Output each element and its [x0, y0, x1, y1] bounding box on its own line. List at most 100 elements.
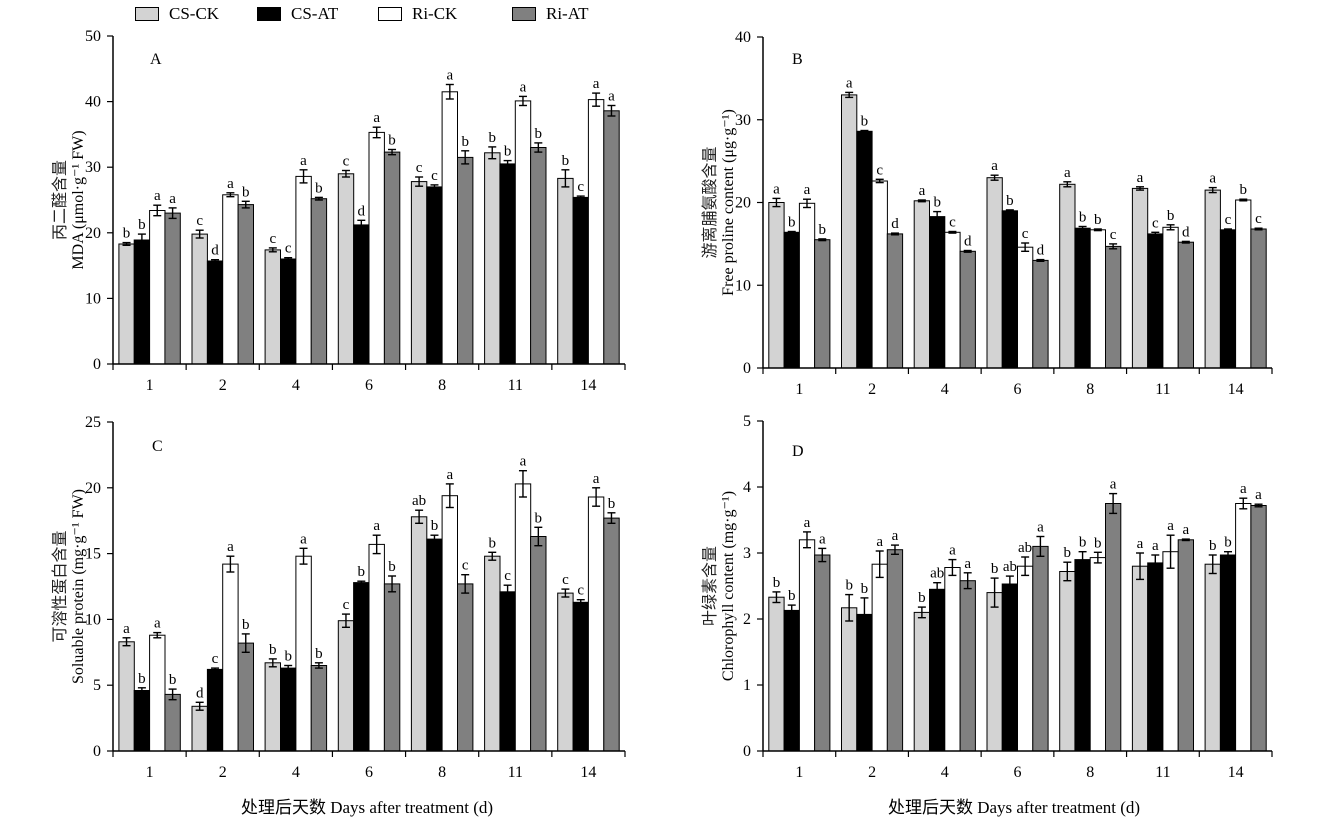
- sig-letter-c-cs-at-2: c: [212, 651, 219, 667]
- y-axis-title-en: Free proline content (μg·g⁻¹): [720, 109, 737, 296]
- sig-letter-d-ri-ck-2: a: [876, 534, 883, 550]
- bar-b-cs-at-1: [783, 231, 800, 369]
- bar-b-ri-ck-6: [1017, 246, 1034, 369]
- sig-letter-d-cs-ck-1: b: [773, 575, 781, 591]
- error-bar-a-ri-at-1: [168, 207, 177, 220]
- panel-label: B: [792, 51, 803, 68]
- bar-c-cs-at-6: [353, 582, 370, 752]
- bar-c-ri-ck-4: [295, 555, 312, 752]
- bar-d-cs-ck-2: [841, 607, 858, 752]
- bar-a-ri-at-4: [310, 198, 328, 365]
- error-bar-c-ri-at-11: [534, 526, 543, 547]
- bar-a-cs-at-8: [426, 186, 443, 365]
- error-bar-c-ri-ck-2: [226, 555, 235, 573]
- sig-letter-d-cs-ck-11: a: [1137, 536, 1144, 552]
- y-tick-label: 1: [743, 677, 751, 694]
- error-bar-b-ri-at-2: [890, 232, 899, 236]
- error-bar-a-cs-ck-8: [415, 176, 424, 187]
- legend-label-cs-ck: CS-CK: [169, 4, 220, 23]
- error-bar-a-cs-ck-4: [268, 247, 277, 253]
- error-bar-d-ri-at-1: [818, 547, 827, 563]
- x-tick-label-2: 2: [868, 381, 876, 398]
- sig-letter-b-ri-ck-6: c: [1022, 226, 1029, 242]
- bar-a-ri-at-6: [383, 151, 401, 365]
- error-bar-b-ri-ck-4: [948, 230, 957, 234]
- sig-letter-d-ri-at-8: a: [1110, 477, 1117, 493]
- bar-c-ri-at-1: [164, 693, 181, 752]
- x-tick-label-14: 14: [580, 764, 596, 781]
- x-tick-label-4: 4: [292, 377, 300, 394]
- error-bar-a-ri-at-6: [388, 148, 397, 156]
- sig-letter-c-ri-ck-14: a: [593, 471, 600, 487]
- error-bar-a-ri-ck-1: [153, 204, 162, 217]
- bar-a-ri-ck-6: [368, 131, 385, 365]
- bar-a-cs-ck-4: [264, 249, 282, 365]
- sig-letter-d-cs-ck-4: b: [918, 590, 926, 606]
- x-tick-label-14: 14: [580, 377, 596, 394]
- bar-d-ri-at-8: [1105, 503, 1122, 752]
- error-bar-d-cs-ck-4: [917, 606, 926, 619]
- error-bar-c-cs-ck-1: [122, 637, 131, 647]
- bar-c-cs-ck-14: [557, 592, 574, 752]
- sig-letter-a-cs-ck-6: c: [343, 154, 350, 170]
- sig-letter-d-ri-ck-1: a: [804, 515, 811, 531]
- sig-letter-c-ri-at-4: b: [315, 646, 323, 662]
- sig-letter-b-ri-at-6: d: [1037, 243, 1045, 259]
- y-tick-label: 20: [85, 480, 101, 497]
- error-bar-d-ri-at-4: [963, 572, 972, 590]
- legend-label-ri-ck: Ri-CK: [412, 4, 458, 23]
- error-bar-c-cs-at-4: [284, 664, 293, 672]
- y-tick-label: 0: [743, 743, 751, 760]
- bar-a-ri-at-1: [164, 212, 181, 365]
- sig-letter-c-ri-at-8: c: [462, 558, 469, 574]
- bar-a-cs-ck-14: [557, 177, 574, 365]
- sig-letter-b-cs-at-14: c: [1225, 212, 1232, 228]
- bar-c-cs-ck-4: [264, 662, 282, 752]
- error-bar-a-cs-ck-11: [488, 146, 497, 160]
- sig-letter-d-ri-ck-14: a: [1240, 481, 1247, 497]
- y-tick-label: 30: [735, 112, 751, 129]
- error-bar-c-cs-ck-11: [488, 551, 497, 561]
- sig-letter-d-cs-ck-8: b: [1064, 545, 1072, 561]
- error-bar-a-cs-ck-1: [122, 241, 131, 247]
- bar-d-cs-at-4: [929, 588, 946, 752]
- bar-d-cs-ck-4: [913, 611, 931, 752]
- bar-c-ri-ck-6: [368, 543, 385, 752]
- bar-b-ri-at-6: [1032, 259, 1049, 369]
- sig-letter-d-cs-at-1: b: [788, 588, 796, 604]
- y-tick-label: 10: [85, 611, 101, 628]
- y-axis-title-cn: 游离脯氨酸含量: [701, 146, 719, 258]
- bar-a-cs-at-2: [206, 260, 224, 365]
- bar-a-cs-ck-1: [118, 243, 135, 365]
- bar-b-ri-ck-8: [1089, 229, 1106, 369]
- y-axis-title-en: MDA (μmol·g⁻¹ FW): [70, 130, 87, 269]
- x-tick-label-14: 14: [1228, 381, 1244, 398]
- error-bar-a-cs-at-11: [503, 159, 512, 168]
- error-bar-b-ri-ck-6: [1021, 242, 1030, 253]
- bar-d-cs-at-11: [1147, 562, 1164, 752]
- sig-letter-b-cs-ck-11: a: [1137, 170, 1144, 186]
- sig-letter-a-ri-ck-11: a: [520, 79, 527, 95]
- sig-letter-c-ri-ck-6: a: [373, 518, 380, 534]
- sig-letter-b-ri-ck-11: b: [1167, 208, 1175, 224]
- sig-letter-b-cs-at-8: b: [1079, 210, 1087, 226]
- sig-letter-c-cs-at-4: b: [284, 649, 292, 665]
- sig-letter-b-cs-at-1: b: [788, 215, 796, 231]
- sig-letter-b-cs-at-11: c: [1152, 215, 1159, 231]
- bar-c-cs-ck-1: [118, 641, 135, 752]
- error-bar-b-cs-ck-2: [845, 91, 854, 99]
- bar-d-ri-at-1: [814, 554, 831, 752]
- sig-letter-a-cs-at-14: c: [577, 179, 584, 195]
- sig-letter-d-ri-ck-11: a: [1167, 518, 1174, 534]
- bar-b-cs-ck-1: [768, 202, 785, 369]
- sig-letter-a-ri-ck-14: a: [593, 76, 600, 92]
- error-bar-d-ri-at-2: [890, 544, 899, 555]
- bar-b-cs-at-6: [1001, 210, 1019, 369]
- error-bar-b-ri-at-14: [1254, 227, 1263, 231]
- bar-d-ri-ck-2: [871, 563, 888, 752]
- x-tick-label-1: 1: [795, 381, 803, 398]
- y-tick-label: 40: [735, 29, 751, 46]
- bar-a-ri-ck-11: [514, 100, 532, 365]
- error-bar-c-cs-at-2: [211, 667, 220, 672]
